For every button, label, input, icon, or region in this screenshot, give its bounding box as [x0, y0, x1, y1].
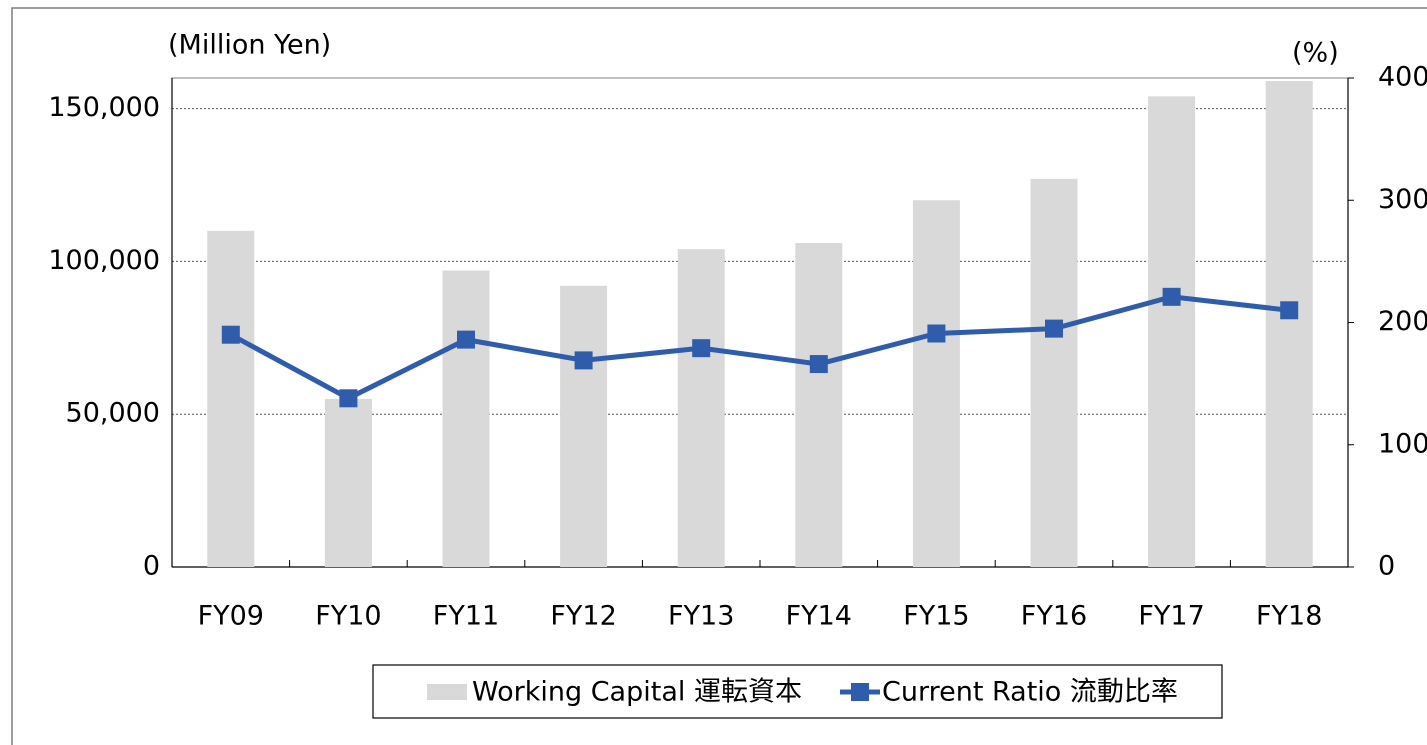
y2-tick-label: 100 — [1378, 428, 1427, 459]
x-tick-label: FY18 — [1256, 601, 1322, 632]
bar — [1030, 178, 1078, 567]
x-tick-label: FY12 — [550, 601, 616, 632]
x-tick-label: FY10 — [315, 601, 381, 632]
bar — [677, 249, 725, 567]
y2-tick-label: 400 — [1378, 62, 1427, 93]
bar — [324, 398, 372, 567]
marker — [574, 351, 593, 370]
y2-tick-label: 300 — [1378, 184, 1427, 215]
marker — [927, 324, 946, 343]
bar — [207, 230, 255, 567]
marker — [339, 389, 358, 408]
x-tick-label: FY09 — [198, 601, 264, 632]
marker — [1045, 319, 1063, 338]
y-axis-label: (Million Yen) — [168, 30, 331, 61]
marker — [809, 355, 828, 374]
bar — [442, 270, 490, 567]
legend-box — [372, 664, 1223, 719]
y2-axis-label: (%) — [1292, 38, 1339, 69]
line — [229, 294, 1290, 402]
marker — [457, 330, 475, 349]
marker — [1162, 287, 1181, 306]
y-tick-label: 150,000 — [48, 92, 160, 123]
bar — [1265, 81, 1313, 568]
x-tick-label: FY14 — [786, 601, 852, 632]
legend-swatch — [851, 683, 869, 701]
y2-tick-label: 200 — [1378, 306, 1427, 337]
legend-label: Working Capital 運転資本 — [472, 677, 802, 708]
marker — [692, 339, 711, 358]
y2-tick-label: 0 — [1378, 551, 1395, 582]
bar — [912, 200, 960, 567]
legend-swatch — [427, 684, 467, 700]
y-tick-label: 50,000 — [66, 398, 160, 429]
x-tick-label: FY15 — [903, 601, 969, 632]
x-tick-label: FY16 — [1021, 601, 1087, 632]
y-tick-label: 0 — [143, 551, 160, 582]
bar — [795, 243, 843, 567]
marker — [1280, 301, 1299, 320]
x-tick-label: FY11 — [433, 601, 499, 632]
marker — [221, 325, 240, 344]
bar — [560, 285, 608, 567]
chart-frame — [11, 7, 1427, 745]
legend-label: Current Ratio 流動比率 — [882, 677, 1178, 708]
x-tick-label: FY13 — [668, 601, 734, 632]
bar — [1148, 96, 1196, 568]
x-tick-label: FY17 — [1138, 601, 1204, 632]
y-tick-label: 100,000 — [48, 245, 160, 276]
